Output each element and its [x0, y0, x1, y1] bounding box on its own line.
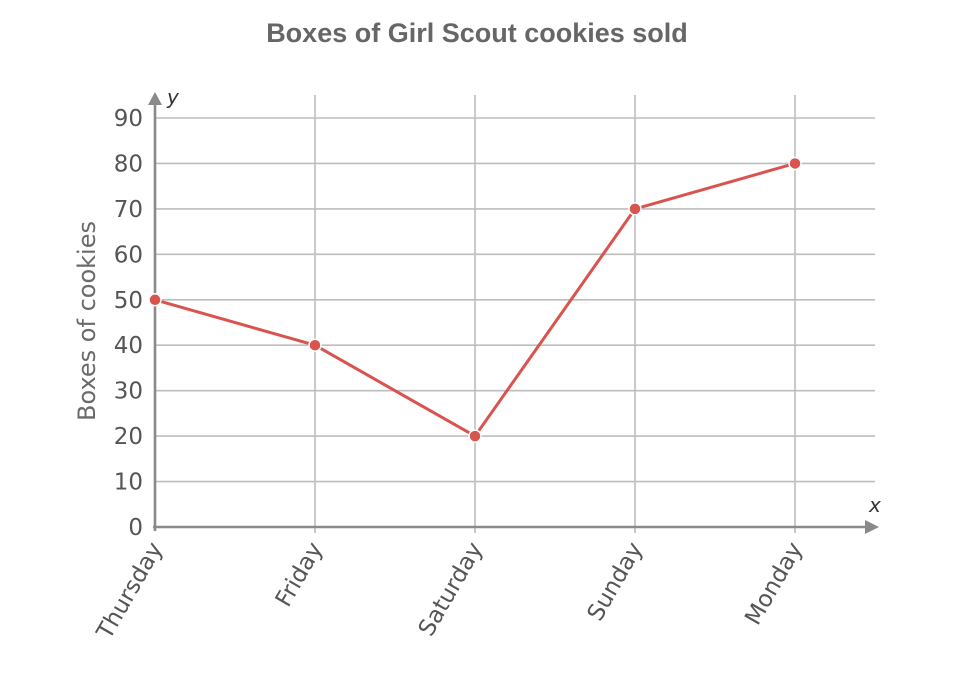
x-tick-label: Sunday [583, 538, 649, 626]
x-tick-label: Monday [740, 538, 808, 630]
y-tick-label: 40 [114, 333, 143, 359]
y-tick-label: 30 [114, 379, 143, 405]
y-tick-label: 0 [128, 515, 143, 541]
y-tick-label: 10 [114, 470, 143, 496]
y-tick-labels: 0 10 20 30 40 50 60 70 80 90 [114, 106, 143, 541]
y-axis-title: Boxes of cookies [73, 221, 101, 421]
x-tick-labels: Thursday Friday Saturday Sunday Monday [92, 538, 808, 644]
data-point [468, 429, 482, 443]
y-tick-label: 90 [114, 106, 143, 132]
axes [148, 92, 879, 534]
chart-title: Boxes of Girl Scout cookies sold [266, 18, 688, 48]
data-point [628, 202, 642, 216]
y-tick-label: 20 [114, 424, 143, 450]
x-axis-letter: x [868, 493, 881, 517]
x-axis-arrow [865, 520, 879, 534]
y-tick-label: 80 [114, 151, 143, 177]
data-point [308, 338, 322, 352]
y-tick-label: 50 [114, 288, 143, 314]
y-axis-letter: y [166, 85, 180, 109]
series-layer [148, 156, 802, 443]
y-axis-arrow [148, 92, 162, 105]
y-tick-label: 60 [114, 242, 143, 268]
x-tick-label: Thursday [92, 538, 168, 644]
grid-lines [155, 95, 875, 533]
x-tick-label: Friday [271, 538, 328, 611]
data-point [148, 293, 162, 307]
y-tick-label: 70 [114, 197, 143, 223]
x-tick-label: Saturday [414, 538, 488, 641]
data-point [788, 156, 802, 171]
